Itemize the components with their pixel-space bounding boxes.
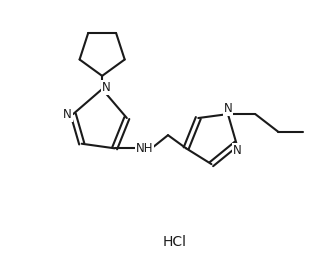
Text: N: N (102, 81, 111, 94)
Text: N: N (233, 144, 242, 157)
Text: NH: NH (135, 142, 153, 155)
Text: N: N (223, 102, 232, 115)
Text: N: N (63, 108, 72, 121)
Text: HCl: HCl (163, 235, 186, 249)
